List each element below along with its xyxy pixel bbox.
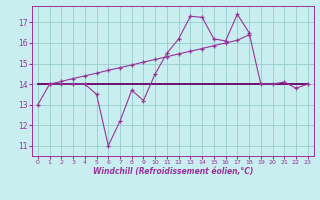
X-axis label: Windchill (Refroidissement éolien,°C): Windchill (Refroidissement éolien,°C) [92, 167, 253, 176]
